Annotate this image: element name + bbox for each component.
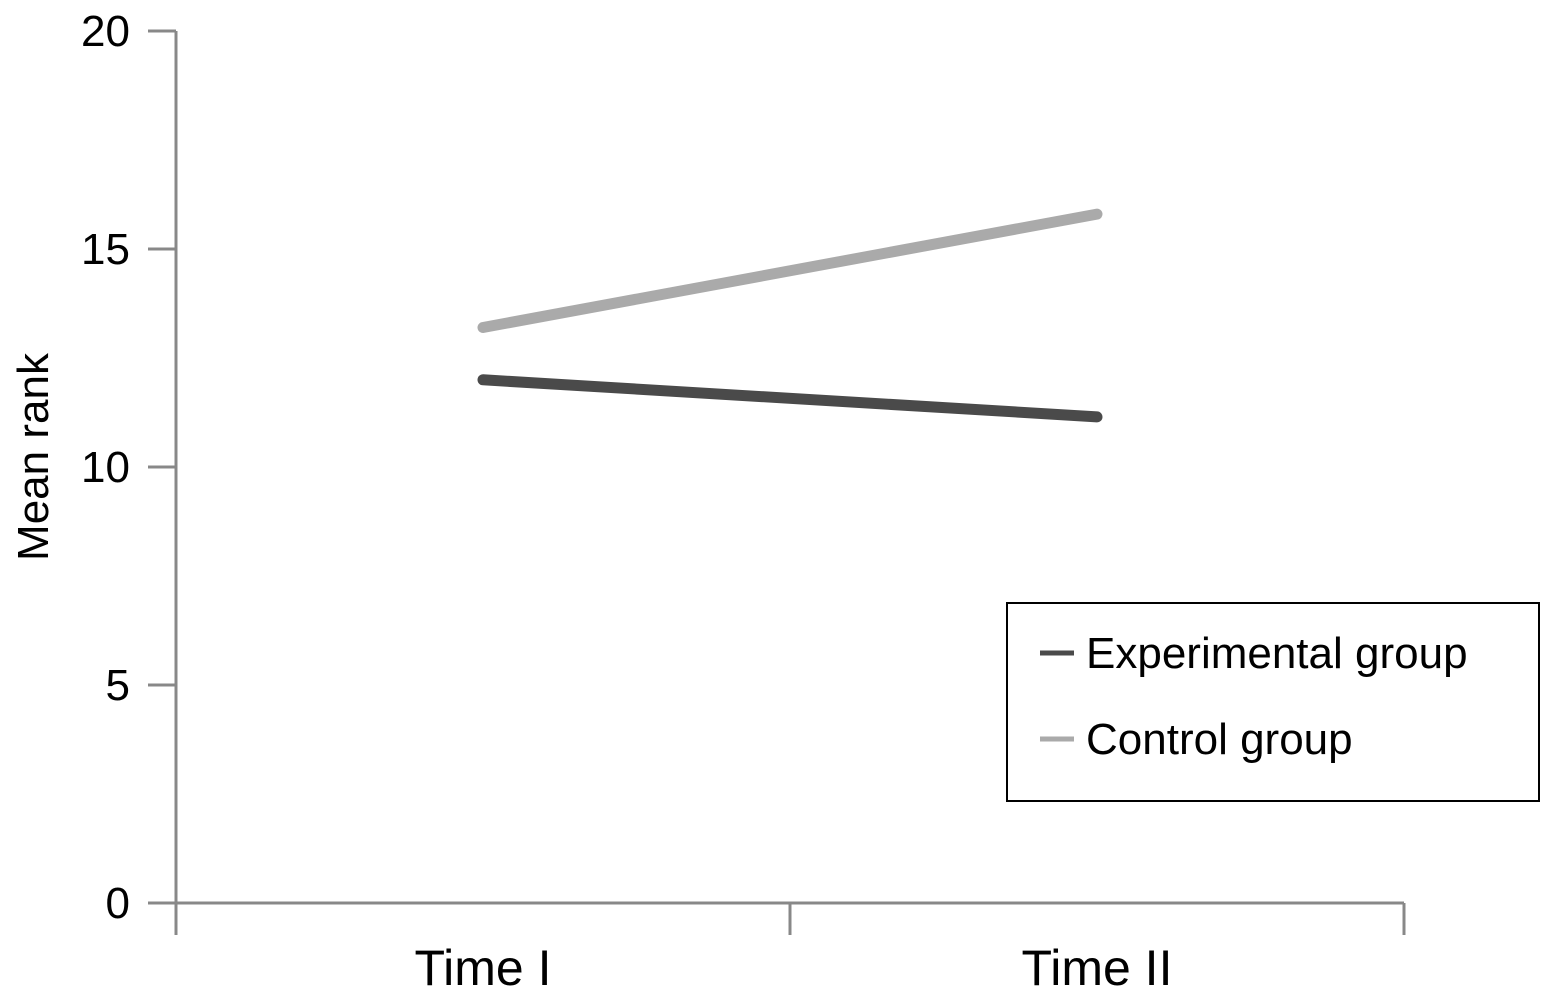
- legend-label-experimental: Experimental group: [1086, 629, 1468, 678]
- y-tick-label: 5: [106, 661, 130, 710]
- series-line-experimental: [477, 374, 1103, 423]
- y-tick-label: 15: [81, 225, 130, 274]
- series-lines: [477, 208, 1103, 423]
- axes: 0 5 10 15 20 Time I Time II: [81, 7, 1406, 996]
- series-line-control: [477, 208, 1103, 333]
- legend: Experimental group Control group: [1006, 602, 1540, 802]
- legend-box: [1006, 602, 1540, 802]
- y-tick-label: 20: [81, 7, 130, 56]
- x-tick-label: Time I: [414, 940, 551, 996]
- y-axis-label: Mean rank: [9, 352, 58, 561]
- legend-label-control: Control group: [1086, 715, 1353, 764]
- y-tick-label: 10: [81, 443, 130, 492]
- x-tick-label: Time II: [1022, 940, 1173, 996]
- y-tick-label: 0: [106, 879, 130, 928]
